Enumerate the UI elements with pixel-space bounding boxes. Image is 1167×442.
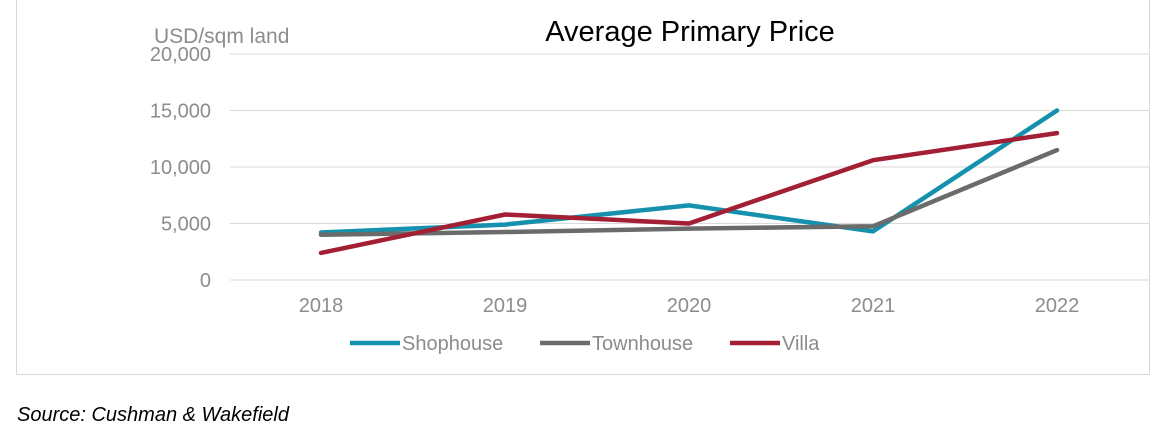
legend-label-townhouse: Townhouse bbox=[592, 333, 693, 355]
y-tick-label: 0 bbox=[200, 270, 211, 292]
x-tick-label: 2021 bbox=[851, 295, 896, 317]
x-tick-label: 2019 bbox=[483, 295, 528, 317]
series-line-villa bbox=[318, 130, 1060, 256]
series-line-shophouse bbox=[318, 108, 1060, 235]
line-chart: 0 5,000 10,000 15,000 20,000 2018 2019 2020 202… bbox=[150, 16, 1150, 355]
y-tick-label: 5,000 bbox=[161, 214, 211, 236]
x-axis-tick-labels: 2018 2019 2020 2021 2022 bbox=[299, 295, 1080, 317]
y-tick-label: 10,000 bbox=[150, 157, 211, 179]
series-lines bbox=[318, 108, 1060, 256]
y-axis-label: USD/sqm land bbox=[154, 25, 289, 48]
legend-label-shophouse: Shophouse bbox=[402, 333, 503, 355]
y-tick-label: 20,000 bbox=[150, 44, 211, 66]
legend: Shophouse Townhouse Villa bbox=[350, 333, 820, 355]
y-tick-label: 15,000 bbox=[150, 101, 211, 123]
series-line-townhouse bbox=[318, 147, 1060, 238]
x-tick-label: 2022 bbox=[1035, 295, 1080, 317]
source-note: Source: Cushman & Wakefield bbox=[17, 404, 289, 426]
x-tick-label: 2020 bbox=[667, 295, 712, 317]
chart-title: Average Primary Price bbox=[545, 16, 835, 48]
x-tick-label: 2018 bbox=[299, 295, 344, 317]
y-axis-tick-labels: 0 5,000 10,000 15,000 20,000 bbox=[150, 44, 211, 292]
legend-label-villa: Villa bbox=[782, 333, 820, 355]
